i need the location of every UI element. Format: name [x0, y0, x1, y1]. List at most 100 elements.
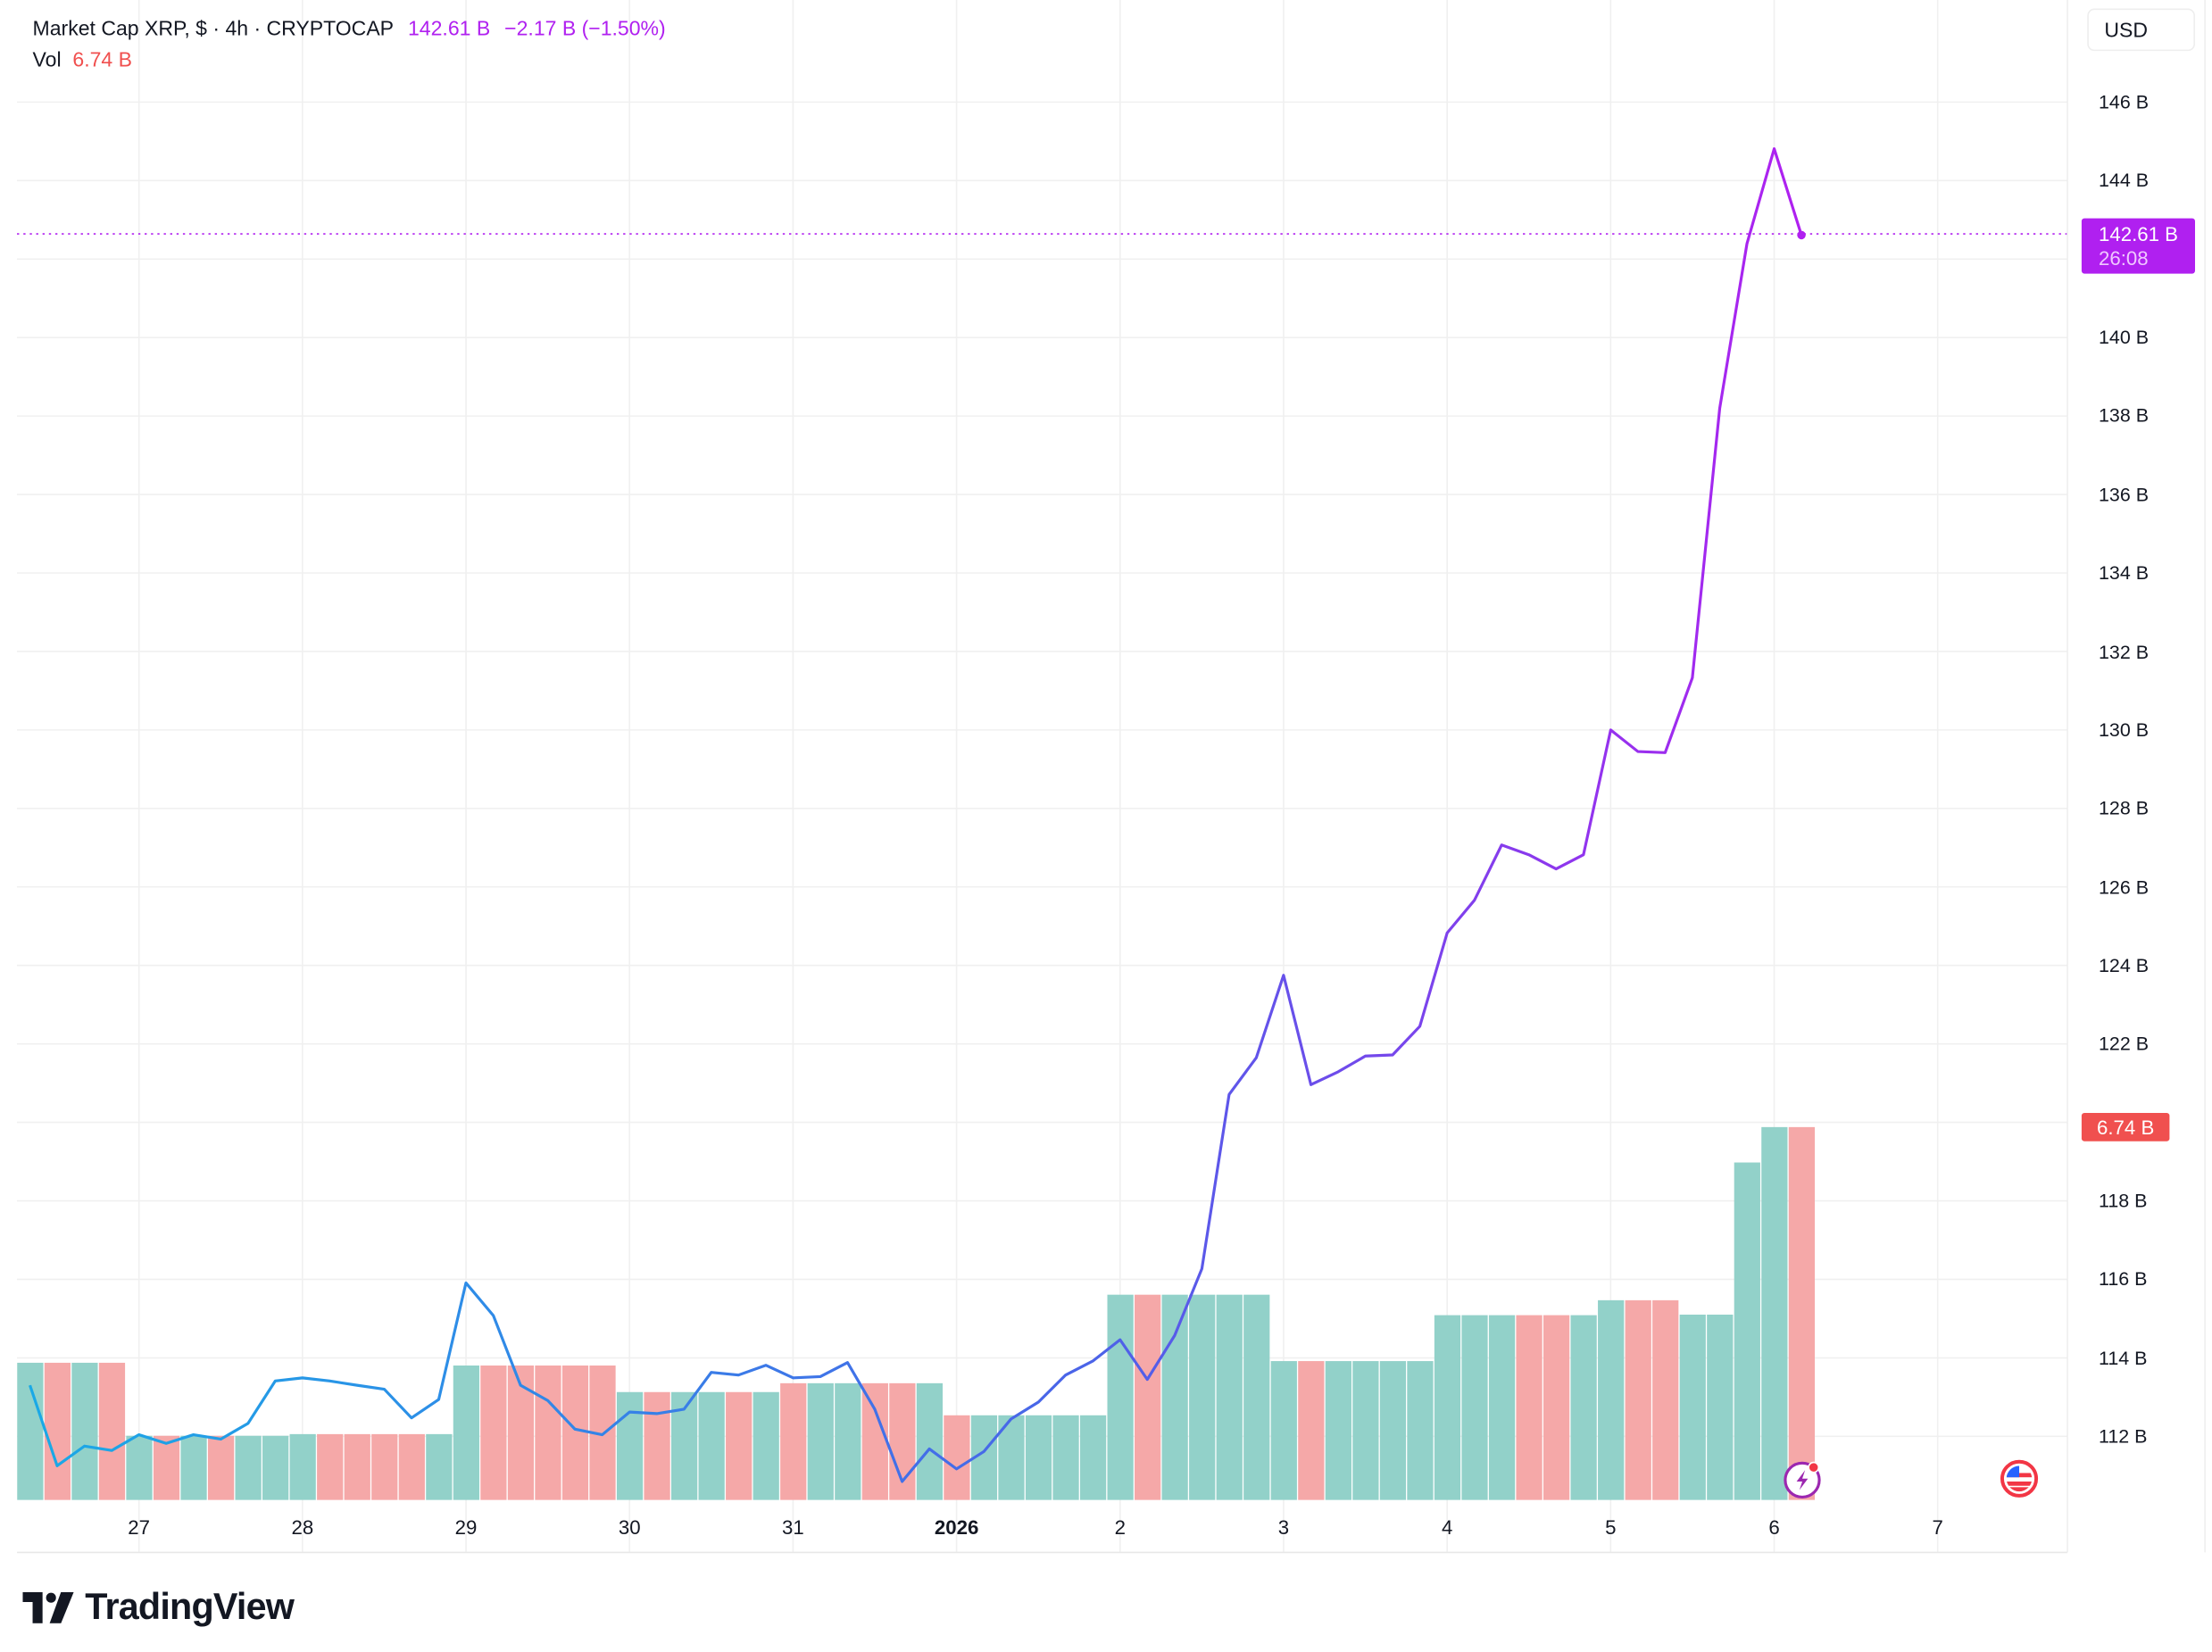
us-flag-event-icon[interactable] — [2000, 1459, 2039, 1498]
time-axis-label: 4 — [1441, 1515, 1453, 1539]
volume-bar — [753, 1391, 779, 1500]
price-axis-label: 126 B — [2098, 876, 2150, 898]
volume-bar — [480, 1366, 507, 1500]
volume-legend: Vol 6.74 B — [33, 50, 132, 72]
price-axis-label: 118 B — [2098, 1190, 2148, 1212]
volume-bar — [98, 1362, 126, 1500]
volume-bar — [1079, 1415, 1107, 1500]
volume-bar — [1135, 1294, 1161, 1500]
volume-bar — [1788, 1126, 1815, 1500]
volume-bar — [1488, 1315, 1516, 1500]
price-axis-label: 124 B — [2098, 954, 2150, 976]
volume-bar — [1707, 1314, 1734, 1500]
tradingview-logo-text: TradingView — [85, 1584, 295, 1628]
price-axis-label: 112 B — [2098, 1425, 2148, 1448]
volume-bar — [835, 1382, 861, 1500]
time-axis-label: 5 — [1605, 1515, 1617, 1539]
price-axis-label: 146 B — [2098, 91, 2150, 113]
price-axis-label: 116 B — [2098, 1268, 2148, 1291]
volume-bar — [1652, 1299, 1679, 1500]
volume-bar — [1025, 1415, 1052, 1500]
volume-label[interactable]: Vol — [32, 49, 62, 73]
last-price-badge-value: 142.61 B — [2098, 222, 2179, 245]
volume-bar — [153, 1435, 180, 1500]
last-value: 142.61 B — [407, 18, 491, 42]
volume-bar — [1352, 1361, 1379, 1500]
symbol-title[interactable]: Market Cap XRP, $ · 4h · CRYPTOCAP — [32, 18, 395, 42]
volume-bar — [207, 1435, 235, 1500]
change-value: −2.17 B (−1.50%) — [504, 18, 666, 42]
time-axis-label: 3 — [1277, 1515, 1290, 1539]
volume-bar — [535, 1366, 561, 1500]
volume-bar — [262, 1435, 289, 1500]
volume-bar — [317, 1433, 344, 1500]
volume-bar — [1161, 1294, 1188, 1500]
volume-bar — [1434, 1315, 1461, 1500]
volume-value: 6.74 B — [72, 49, 132, 73]
volume-bars — [17, 1126, 1815, 1500]
tradingview-logo[interactable]: TradingView — [22, 1584, 295, 1629]
volume-bar — [1598, 1299, 1625, 1500]
tradingview-logo-icon — [22, 1591, 74, 1623]
volume-bar — [17, 1362, 44, 1500]
volume-bar — [1679, 1314, 1706, 1500]
price-axis-label: 114 B — [2098, 1347, 2148, 1369]
time-axis-label: 7 — [1932, 1515, 1943, 1539]
currency-button[interactable]: USD — [2087, 8, 2195, 52]
time-axis-label: 29 — [454, 1515, 478, 1539]
volume-bar — [453, 1366, 479, 1500]
last-price-dot — [1797, 230, 1806, 240]
volume-bar — [1407, 1361, 1434, 1500]
price-axis-label: 128 B — [2098, 797, 2150, 819]
volume-bar — [1052, 1415, 1079, 1500]
volume-bar — [616, 1391, 644, 1500]
volume-bar — [916, 1382, 944, 1500]
volume-bar — [426, 1433, 453, 1500]
volume-bar — [1543, 1315, 1570, 1500]
volume-bar — [1461, 1315, 1488, 1500]
time-axis-label: 2026 — [934, 1515, 979, 1539]
volume-bar — [726, 1391, 753, 1500]
volume-bar — [1189, 1294, 1216, 1500]
price-axis-label: 138 B — [2098, 405, 2150, 428]
volume-bar — [1270, 1361, 1297, 1500]
volume-bar — [561, 1366, 589, 1500]
volume-badge: 6.74 B — [2081, 1112, 2170, 1141]
volume-bar — [44, 1362, 71, 1500]
volume-bar — [398, 1433, 425, 1500]
time-axis-label: 27 — [128, 1515, 151, 1539]
volume-bar — [1516, 1315, 1543, 1500]
price-axis-label: 136 B — [2098, 484, 2150, 505]
chart-legend-title: Market Cap XRP, $ · 4h · CRYPTOCAP 142.6… — [33, 19, 675, 41]
volume-bar — [644, 1391, 670, 1500]
volume-bar — [698, 1391, 725, 1500]
time-axis-label: 30 — [618, 1515, 641, 1539]
volume-bar — [780, 1382, 807, 1500]
last-price-badge: 142.61 B 26:08 — [2081, 218, 2195, 274]
volume-bar — [1570, 1315, 1597, 1500]
time-axis-label: 28 — [291, 1515, 314, 1539]
volume-bar — [1379, 1361, 1407, 1500]
volume-bar — [807, 1382, 834, 1500]
volume-bar — [235, 1435, 262, 1500]
volume-bar — [1625, 1299, 1651, 1500]
price-axis-label: 144 B — [2098, 170, 2150, 192]
time-axis-label: 2 — [1114, 1515, 1126, 1539]
price-axis-label: 140 B — [2098, 327, 2150, 349]
volume-bar — [1298, 1361, 1325, 1500]
volume-bar — [944, 1415, 970, 1500]
volume-bar — [126, 1435, 153, 1500]
volume-bar — [289, 1433, 316, 1500]
volume-bar — [1325, 1361, 1351, 1500]
volume-bar — [1216, 1294, 1243, 1500]
price-axis-label: 132 B — [2098, 641, 2150, 662]
time-axis-label: 6 — [1768, 1515, 1780, 1539]
volume-bar — [861, 1382, 888, 1500]
volume-bar — [1107, 1294, 1134, 1500]
volume-bar — [1734, 1162, 1760, 1500]
lightning-event-icon[interactable] — [1784, 1461, 1821, 1499]
time-axis-label: 31 — [782, 1515, 804, 1539]
price-axis-label: 130 B — [2098, 718, 2150, 741]
